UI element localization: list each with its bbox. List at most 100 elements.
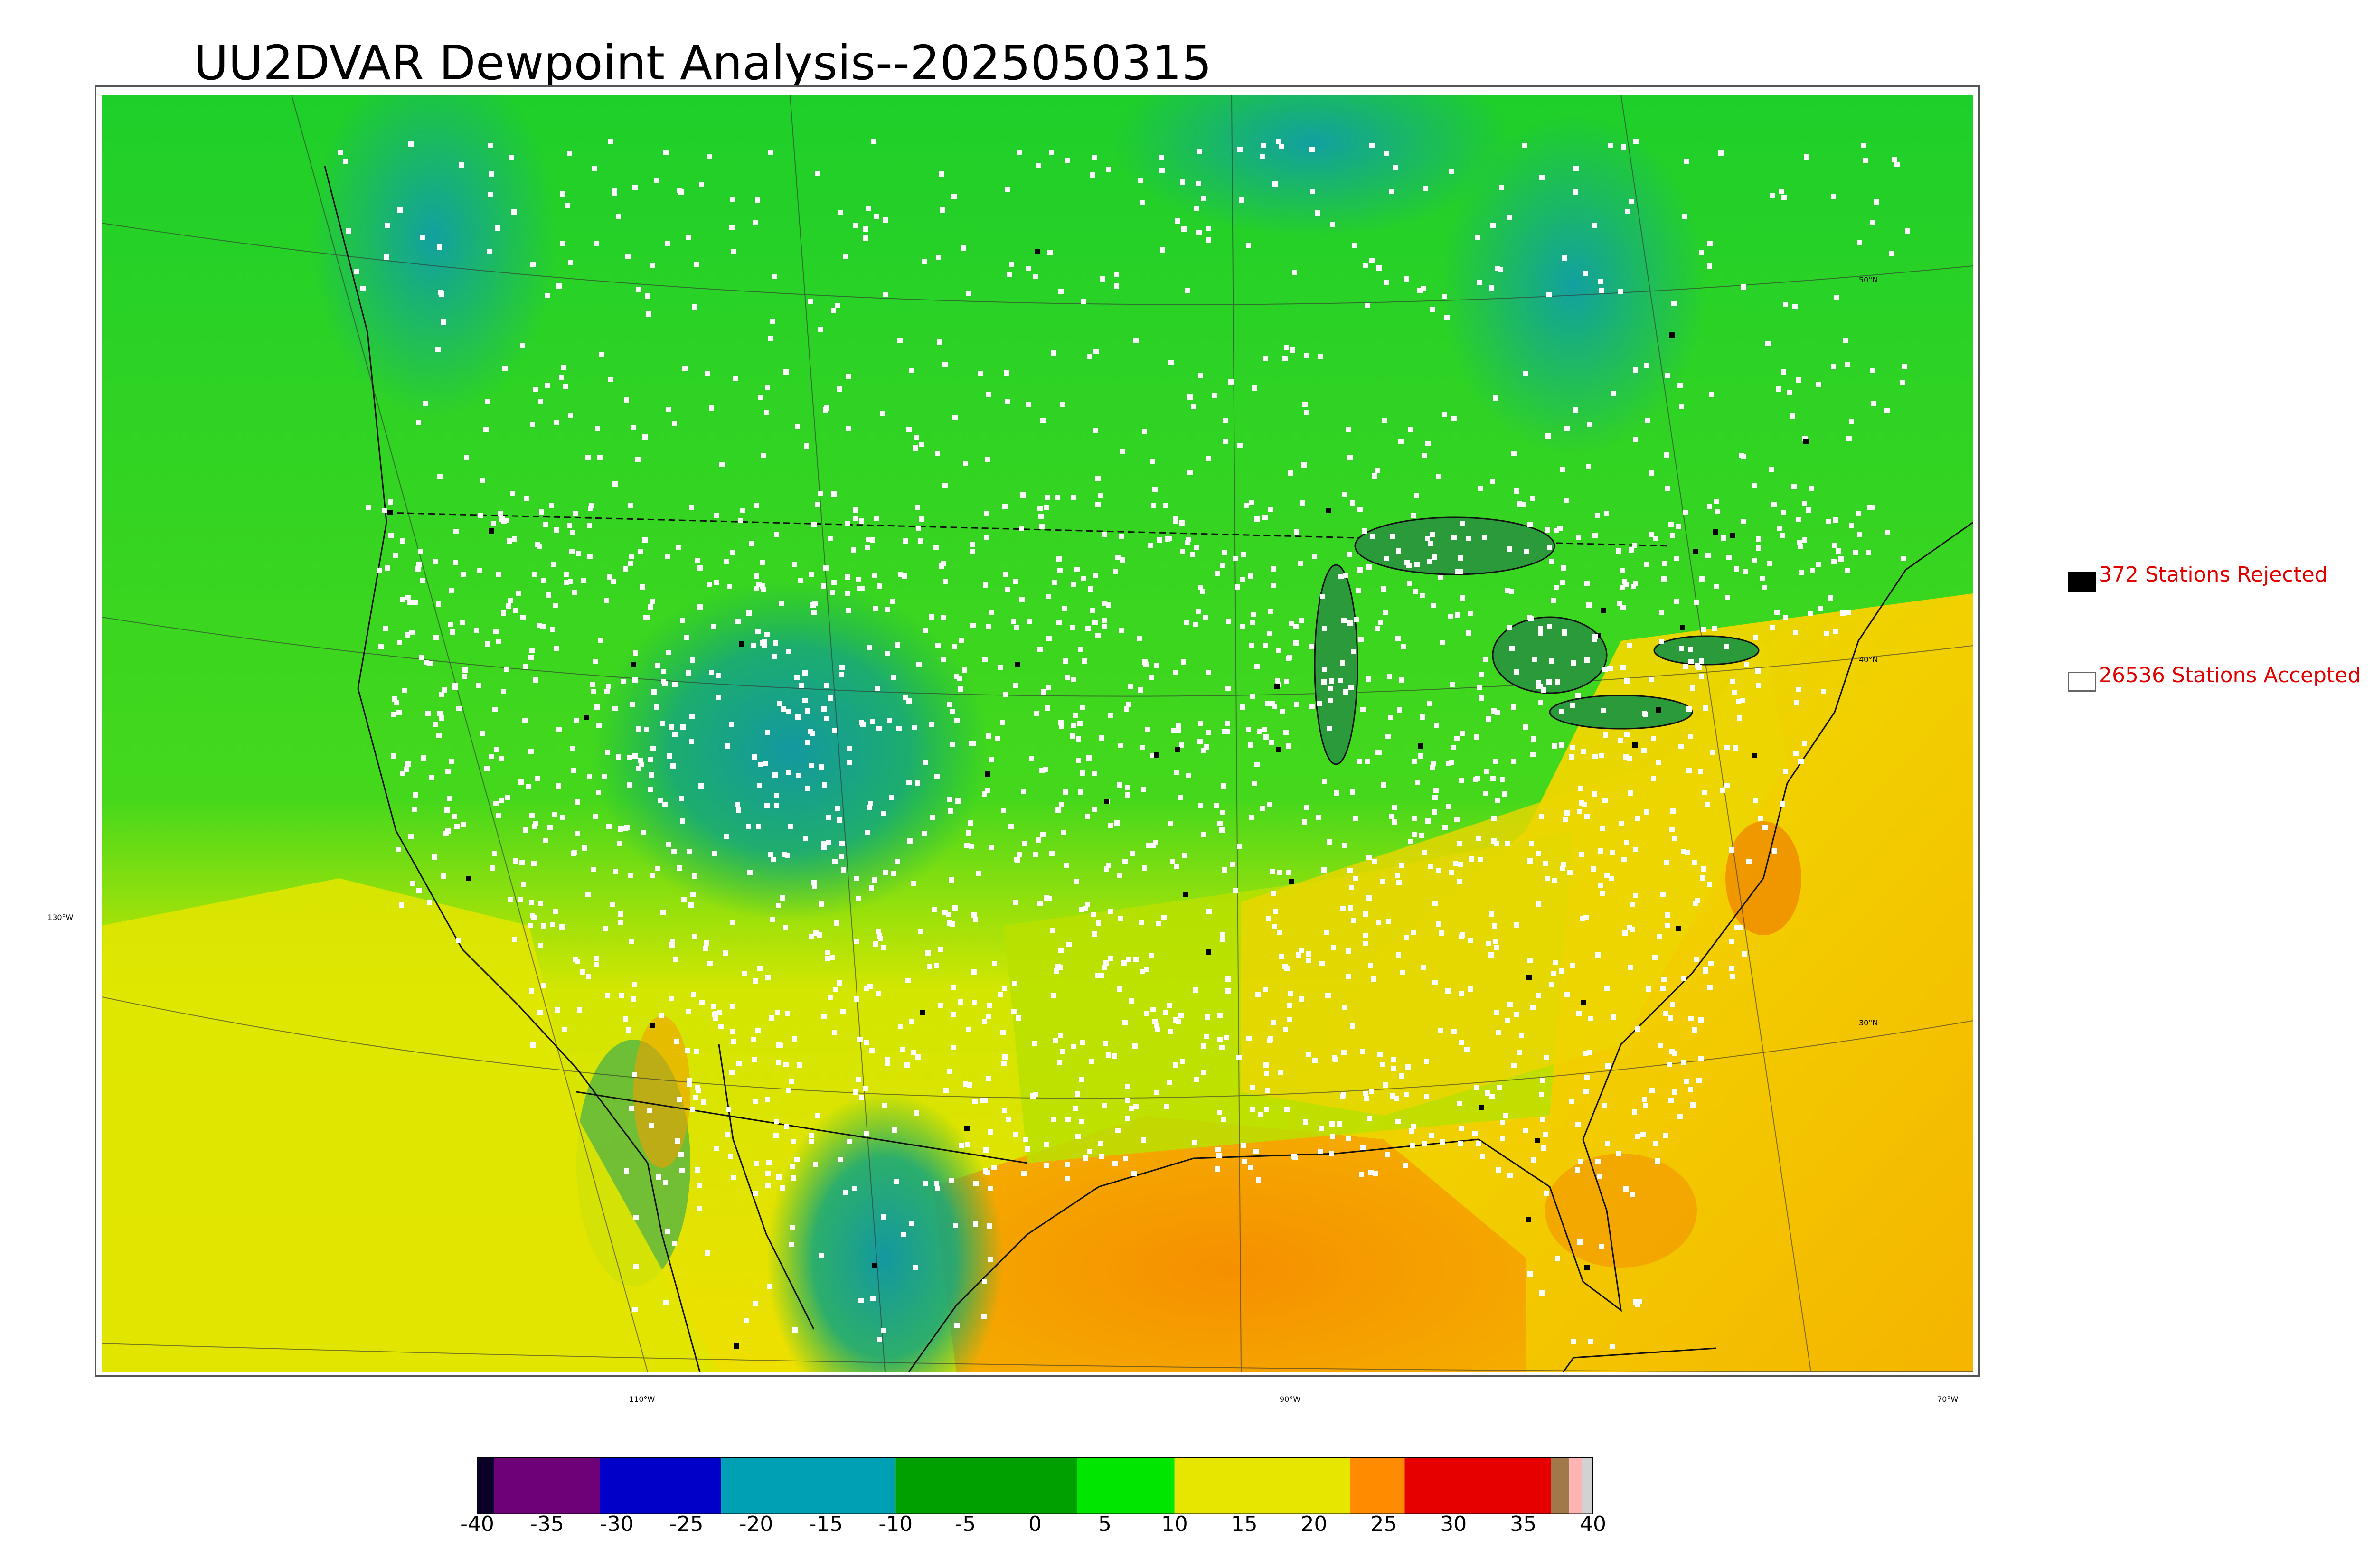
station-accepted-marker <box>1490 479 1495 484</box>
station-accepted-marker <box>1408 839 1413 844</box>
dewpoint-analysis-map[interactable] <box>102 95 1973 1372</box>
station-accepted-marker <box>1064 863 1069 868</box>
station-accepted-marker <box>628 873 633 878</box>
station-accepted-marker <box>1491 816 1497 821</box>
station-accepted-marker <box>1191 404 1196 409</box>
station-accepted-marker <box>1019 597 1025 602</box>
station-accepted-marker <box>1796 377 1801 383</box>
station-accepted-marker <box>1796 687 1801 692</box>
station-accepted-marker <box>900 1047 905 1052</box>
station-accepted-marker <box>1129 998 1134 1004</box>
station-accepted-marker <box>1468 611 1473 616</box>
station-accepted-marker <box>632 677 638 683</box>
station-accepted-marker <box>1762 585 1767 590</box>
station-accepted-marker <box>612 191 617 196</box>
station-accepted-marker <box>934 1181 939 1186</box>
station-accepted-marker <box>929 722 934 727</box>
station-accepted-marker <box>1380 1062 1385 1067</box>
station-accepted-marker <box>1451 416 1457 421</box>
colorbar-band <box>1077 1457 1175 1514</box>
station-accepted-marker <box>1411 930 1416 935</box>
station-accepted-marker <box>1050 928 1055 933</box>
station-accepted-marker <box>1033 274 1038 279</box>
station-rejected-marker <box>1632 742 1638 748</box>
station-accepted-marker <box>1644 809 1649 815</box>
station-accepted-marker <box>1115 1128 1121 1133</box>
colorbar-band <box>1551 1457 1570 1514</box>
station-accepted-marker <box>1633 139 1639 144</box>
station-accepted-marker <box>538 943 543 948</box>
lat-label-40: 40°N <box>1859 655 1878 664</box>
station-accepted-marker <box>860 722 866 727</box>
station-accepted-marker <box>1263 643 1268 648</box>
station-accepted-marker <box>819 901 824 907</box>
station-accepted-marker <box>669 996 674 1001</box>
station-accepted-marker <box>1173 516 1178 522</box>
station-accepted-marker <box>1032 1041 1037 1046</box>
station-accepted-marker <box>397 207 403 213</box>
station-accepted-marker <box>1705 553 1711 558</box>
station-accepted-marker <box>1119 628 1124 633</box>
station-accepted-marker <box>821 583 826 589</box>
colorbar-tick-label: -15 <box>809 1512 843 1536</box>
station-accepted-marker <box>959 638 964 643</box>
station-accepted-marker <box>568 579 573 584</box>
station-accepted-marker <box>1283 1027 1288 1032</box>
station-accepted-marker <box>436 601 441 607</box>
station-accepted-marker <box>420 578 425 583</box>
station-accepted-marker <box>1330 222 1335 227</box>
station-accepted-marker <box>1342 492 1347 497</box>
station-accepted-marker <box>883 870 888 875</box>
station-accepted-marker <box>679 1168 685 1173</box>
station-accepted-marker <box>811 880 817 885</box>
station-accepted-marker <box>552 812 557 817</box>
station-accepted-marker <box>1780 533 1785 538</box>
station-accepted-marker <box>762 643 767 648</box>
station-accepted-marker <box>1434 723 1439 728</box>
station-accepted-marker <box>1180 549 1185 554</box>
station-accepted-marker <box>1603 732 1608 738</box>
station-accepted-marker <box>596 790 601 795</box>
station-accepted-marker <box>508 897 513 902</box>
station-accepted-marker <box>626 1027 631 1033</box>
station-accepted-marker <box>1384 151 1389 156</box>
station-accepted-marker <box>1466 536 1471 541</box>
station-accepted-marker <box>952 415 958 420</box>
station-accepted-marker <box>1630 902 1635 907</box>
station-accepted-marker <box>1602 667 1608 672</box>
station-accepted-marker <box>522 718 528 723</box>
station-accepted-marker <box>690 892 696 897</box>
station-accepted-marker <box>1176 728 1181 733</box>
station-accepted-marker <box>788 824 793 829</box>
station-accepted-marker <box>638 758 643 763</box>
station-accepted-marker <box>1076 758 1081 763</box>
station-accepted-marker <box>1412 832 1417 837</box>
station-accepted-marker <box>697 604 703 610</box>
station-accepted-marker <box>1075 1134 1081 1139</box>
station-accepted-marker <box>1547 545 1552 550</box>
station-accepted-marker <box>1065 1162 1070 1167</box>
station-accepted-marker <box>1114 283 1119 289</box>
station-accepted-marker <box>360 286 366 291</box>
station-accepted-marker <box>1703 968 1708 974</box>
station-accepted-marker <box>1564 992 1570 997</box>
station-accepted-marker <box>1491 708 1497 714</box>
station-accepted-marker <box>1096 920 1101 926</box>
station-accepted-marker <box>1309 704 1315 709</box>
station-accepted-marker <box>656 1174 661 1180</box>
station-accepted-marker <box>966 1027 971 1032</box>
station-accepted-marker <box>983 1147 989 1153</box>
station-accepted-marker <box>629 554 634 559</box>
station-accepted-marker <box>766 1160 772 1165</box>
station-accepted-marker <box>1385 1152 1390 1157</box>
station-accepted-marker <box>1126 957 1131 962</box>
station-accepted-marker <box>1554 585 1559 590</box>
station-accepted-marker <box>545 383 550 388</box>
station-accepted-marker <box>1263 987 1268 992</box>
station-accepted-marker <box>954 674 959 679</box>
station-accepted-marker <box>1410 1143 1415 1148</box>
station-accepted-marker <box>707 961 713 966</box>
station-accepted-marker <box>1079 1119 1084 1124</box>
station-accepted-marker <box>1088 586 1093 592</box>
station-accepted-marker <box>1092 931 1097 937</box>
